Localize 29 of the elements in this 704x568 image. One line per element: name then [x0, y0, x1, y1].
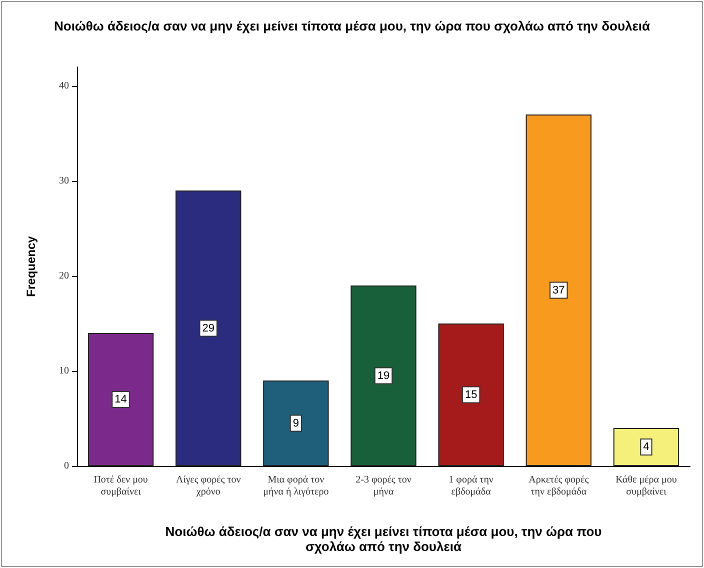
- y-tick-label: 0: [64, 460, 69, 472]
- bar: [263, 380, 329, 466]
- y-axis-title: Frequency: [24, 236, 38, 297]
- y-tick-label: 30: [59, 176, 69, 186]
- data-label: 4: [643, 441, 650, 453]
- data-label: 37: [552, 284, 565, 296]
- y-tick-label: 10: [59, 366, 69, 376]
- x-axis-title: Νοιώθω άδειος/α σαν να μην έχει μείνει τίποτα μέσα μου, την ώρα που σχολάω από την δουλειά: [165, 524, 602, 554]
- data-label: 19: [377, 370, 390, 382]
- data-label: 15: [464, 388, 478, 401]
- bar: [88, 333, 154, 466]
- x-tick-label: Λίγες φορές τον χρόνο: [176, 474, 242, 498]
- x-tick-label: Ποτέ δεν μου συμβαίνει: [94, 474, 148, 498]
- bar: [613, 428, 680, 466]
- x-tick-label: Μια φορά τον μήνα ή λιγότερο: [263, 474, 329, 498]
- y-tick-label: 20: [59, 270, 69, 282]
- x-tick-label: 1 φορά την εβδομάδα: [448, 474, 494, 498]
- x-tick-label: Αρκετές φορές την εβδομάδα: [528, 474, 589, 498]
- chart-title: Νοιώθω άδειος/α σαν να μην έχει μείνει τίποτα μέσα μου, την ώρα που σχολάω από την δουλειά: [54, 18, 650, 34]
- bar: [350, 286, 416, 466]
- y-tick-label: 40: [59, 80, 69, 92]
- x-tick-label: 2-3 φορές τον μήνα: [356, 474, 412, 498]
- x-tick-label: Κάθε μέρα μου συμβαίνει: [616, 474, 677, 498]
- bar: [176, 190, 242, 466]
- data-label: 9: [292, 417, 299, 430]
- data-label: 29: [202, 322, 214, 334]
- data-label: 14: [114, 394, 127, 406]
- bar: [438, 324, 504, 466]
- bar: [526, 114, 592, 466]
